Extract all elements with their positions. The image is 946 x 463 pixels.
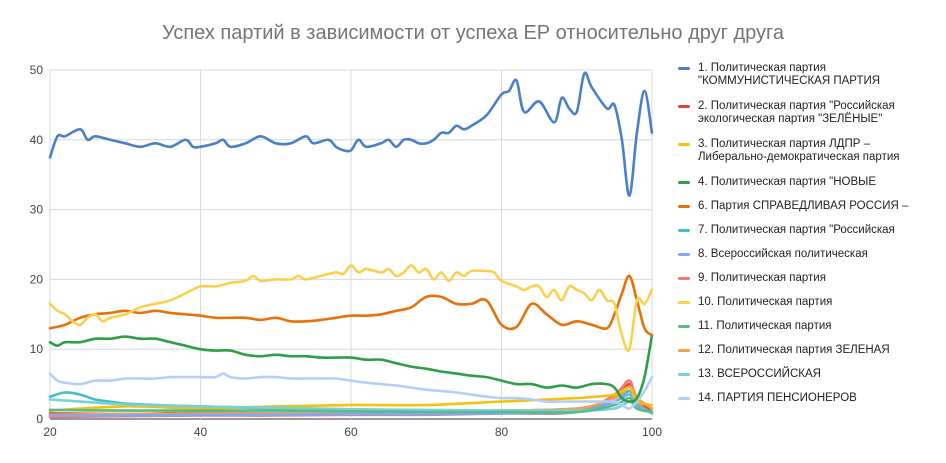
legend-item: 9. Политическая партия [678, 272, 940, 296]
legend-item: 1. Политическая партия "КОММУНИСТИЧЕСКАЯ… [678, 62, 940, 100]
legend-label: 1. Политическая партия "КОММУНИСТИЧЕСКАЯ… [698, 62, 881, 87]
legend-swatch [678, 325, 690, 328]
legend-swatch [678, 301, 690, 304]
series-line-4 [48, 333, 654, 403]
legend-swatch [678, 181, 690, 184]
legend-item: 10. Политическая партия [678, 296, 940, 320]
legend-label: 10. Политическая партия [698, 296, 833, 308]
legend-label: 2. Политическая партия "Российская эколо… [698, 100, 895, 125]
series-line-5 [48, 274, 654, 337]
legend-label: 3. Политическая партия ЛДПР – Либерально… [698, 138, 900, 163]
series-line-1 [48, 71, 654, 197]
y-tick-label: 0 [36, 412, 43, 426]
legend-label: 4. Политическая партия "НОВЫЕ [698, 176, 876, 188]
legend-swatch [678, 205, 690, 208]
legend-item: 11. Политическая партия [678, 320, 940, 344]
legend-item: 2. Политическая партия "Российская эколо… [678, 100, 940, 138]
x-tick-label: 80 [495, 425, 509, 439]
legend-label: 8. Всероссийская политическая [698, 248, 868, 260]
legend-swatch [678, 397, 690, 400]
legend-swatch [678, 373, 690, 376]
x-tick-label: 20 [43, 425, 57, 439]
line-chart: 0 10 20 30 40 50 20 40 60 80 100 [30, 63, 663, 439]
y-tick-label: 40 [30, 133, 44, 147]
legend: 1. Политическая партия "КОММУНИСТИЧЕСКАЯ… [678, 62, 940, 416]
legend-label: 6. Партия СПРАВЕДЛИВАЯ РОССИЯ – [698, 200, 909, 212]
legend-label: 14. ПАРТИЯ ПЕНСИОНЕРОВ [698, 392, 857, 404]
y-tick-label: 10 [30, 342, 44, 356]
series-lines [48, 71, 654, 419]
legend-swatch [678, 143, 690, 146]
legend-label: 11. Политическая партия [698, 320, 832, 332]
x-tick-label: 100 [642, 425, 662, 439]
series-line-10 [48, 396, 654, 414]
axes: 0 10 20 30 40 50 20 40 60 80 100 [30, 63, 663, 439]
legend-swatch [678, 253, 690, 256]
legend-item: 13. ВСЕРОССИЙСКАЯ [678, 368, 940, 392]
legend-swatch [678, 277, 690, 280]
legend-item: 6. Партия СПРАВЕДЛИВАЯ РОССИЯ – [678, 200, 940, 224]
chart-title: Успех партий в зависимости от успеха ЕР … [161, 22, 785, 44]
series-line-13 [48, 372, 654, 410]
series-line-3 [48, 386, 654, 412]
legend-label: 9. Политическая партия [698, 272, 826, 284]
legend-item: 4. Политическая партия "НОВЫЕ [678, 176, 940, 200]
legend-item: 12. Политическая партия ЗЕЛЕНАЯ [678, 344, 940, 368]
legend-swatch [678, 105, 690, 108]
series-line-7 [48, 393, 654, 417]
legend-item: 7. Политическая партия "Российская [678, 224, 940, 248]
legend-label: 13. ВСЕРОССИЙСКАЯ [698, 368, 821, 380]
y-tick-label: 50 [30, 63, 44, 77]
legend-label: 12. Политическая партия ЗЕЛЕНАЯ [698, 344, 890, 356]
x-tick-label: 40 [194, 425, 208, 439]
legend-item: 8. Всероссийская политическая [678, 248, 940, 272]
y-tick-label: 30 [30, 203, 44, 217]
legend-item: 3. Политическая партия ЛДПР – Либерально… [678, 138, 940, 176]
legend-item: 14. ПАРТИЯ ПЕНСИОНЕРОВ [678, 392, 940, 416]
legend-swatch [678, 229, 690, 232]
series-line-9 [48, 264, 654, 352]
legend-label: 7. Политическая партия "Российская [698, 224, 895, 236]
grid [49, 69, 653, 420]
legend-swatch [678, 349, 690, 352]
legend-swatch [678, 67, 690, 70]
x-tick-label: 60 [344, 425, 358, 439]
y-tick-label: 20 [30, 272, 44, 286]
